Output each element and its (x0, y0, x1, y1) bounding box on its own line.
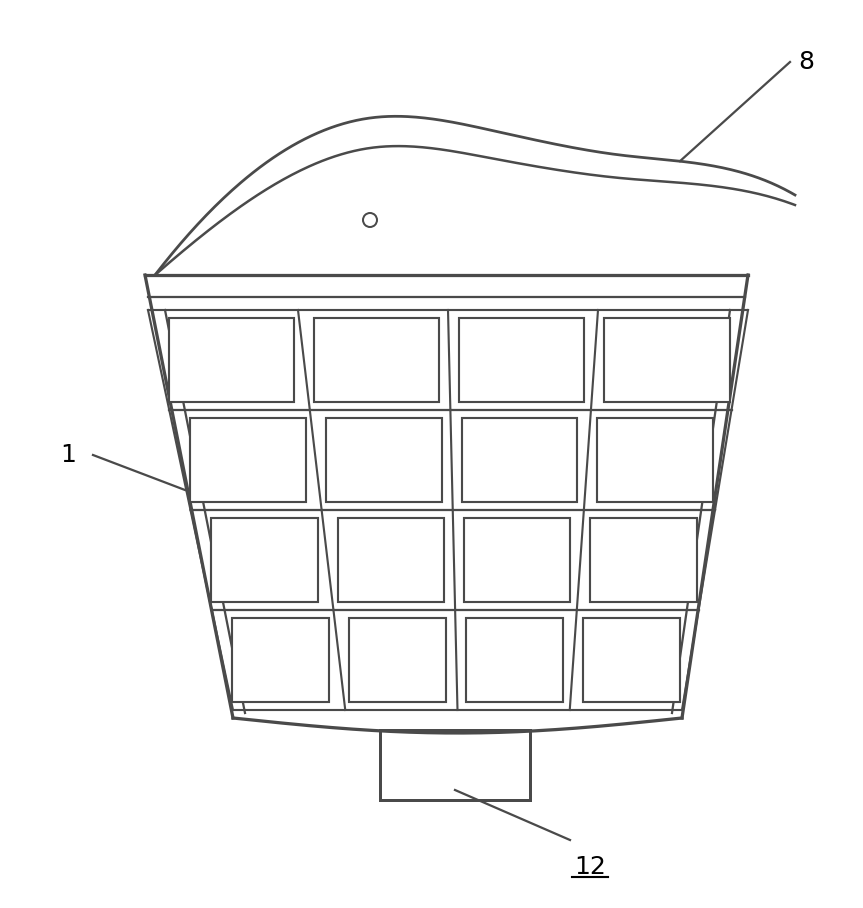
Bar (597, 418, 713, 502)
Text: 12: 12 (574, 855, 606, 879)
Bar (466, 618, 564, 702)
Bar (604, 318, 730, 402)
Bar (459, 318, 584, 402)
Bar (583, 618, 680, 702)
Bar (211, 518, 318, 602)
Text: 8: 8 (798, 50, 814, 74)
Text: 1: 1 (60, 443, 76, 467)
Bar (190, 418, 306, 502)
Bar (337, 518, 444, 602)
Bar (464, 518, 570, 602)
Bar (462, 418, 577, 502)
Bar (168, 318, 294, 402)
Bar (325, 418, 442, 502)
Bar (590, 518, 696, 602)
Bar (232, 618, 330, 702)
Bar (314, 318, 439, 402)
Bar (350, 618, 446, 702)
